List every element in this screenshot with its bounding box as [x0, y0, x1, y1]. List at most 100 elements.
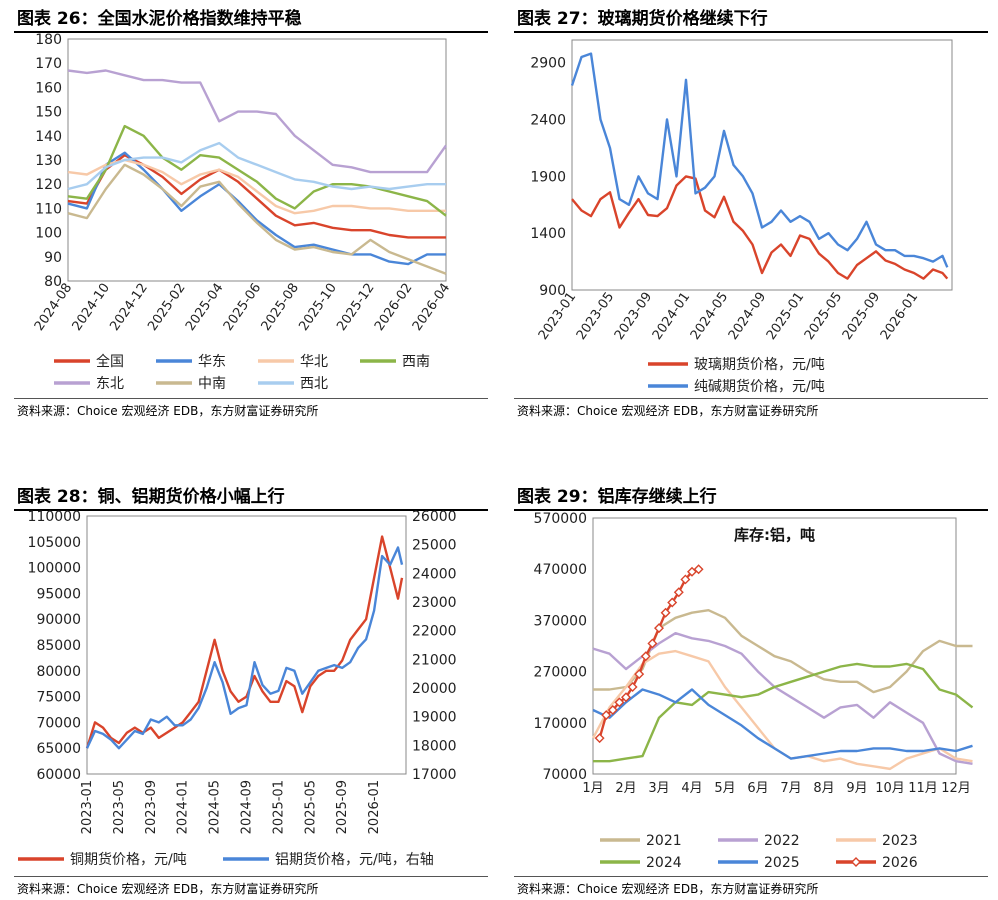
chart-panel-27: 图表 27：玻璃期货价格继续下行 900 1400 1900 2400 2900 2023… [500, 0, 998, 420]
chart-29: 70000 170000 270000 370000 470000 570000 1月 2月 3… [534, 511, 974, 871]
y-tick-label: 80 [44, 274, 62, 290]
x-tick-label: 2024-09 [240, 780, 255, 834]
plot-frame [592, 517, 957, 775]
chart-title: 图表 28：铜、铝期货价格小幅上行 [17, 487, 285, 507]
y-tick-label: 180 [35, 32, 62, 48]
x-tick-label: 2025-09 [335, 780, 350, 834]
legend-label: 纯碱期货价格，元/吨 [694, 378, 825, 395]
x-tick-label: 2025-04 [183, 281, 226, 334]
y-tick-label: 95000 [36, 586, 81, 602]
legend-label: 2021 [646, 833, 682, 849]
y-tick-label: 100 [35, 226, 62, 242]
legend-label: 西北 [300, 376, 328, 392]
chart-panel-26: 图表 26：全国水泥价格指数维持平稳 80 90 100 110 120 130 140 15… [0, 0, 498, 420]
legend-label: 华北 [300, 354, 328, 370]
x-tick-label: 2023-09 [144, 780, 159, 834]
x-tick-label: 12月 [941, 781, 971, 796]
legend-label: 全国 [96, 353, 124, 370]
y-tick-label: 75000 [36, 690, 81, 706]
y2-tick-label: 25000 [412, 538, 457, 554]
y-tick-label: 100000 [28, 561, 81, 577]
x-tick-label: 2026-01 [367, 780, 382, 834]
x-tick-label: 2024-01 [650, 290, 693, 343]
x-tick-label: 2025-08 [259, 281, 302, 334]
y-tick-label: 150 [35, 105, 62, 121]
series-line-西北 [67, 141, 446, 191]
data-point [647, 638, 658, 649]
series-line-西南 [67, 124, 447, 217]
x-tick-label: 2024-05 [688, 290, 731, 343]
legend-label: 铝期货价格，元/吨，右轴 [275, 851, 434, 868]
x-tick-label: 1月 [582, 781, 603, 796]
y-tick-label: 70000 [36, 715, 81, 731]
title-rule [514, 31, 988, 33]
data-point [614, 697, 625, 708]
legend-label: 2026 [882, 855, 918, 871]
legend-label: 2023 [882, 833, 918, 849]
legend-marker [851, 857, 861, 867]
legend-label: 华东 [198, 354, 226, 370]
x-tick-label: 8月 [813, 781, 834, 796]
data-point [627, 681, 638, 692]
x-tick-label: 2023-01 [80, 780, 95, 834]
y-tick-label: 2400 [530, 113, 566, 129]
source-note: 资料来源：Choice 宏观经济 EDB，东方财富证券研究所 [517, 882, 819, 896]
source-rule [14, 876, 488, 877]
y-tick-label: 85000 [36, 638, 81, 654]
y-tick-label: 1900 [530, 169, 566, 185]
y-tick-label: 270000 [534, 665, 587, 681]
series-line-2022 [592, 631, 973, 765]
y2-tick-label: 21000 [412, 652, 457, 668]
chart-title: 图表 27：玻璃期货价格继续下行 [517, 9, 768, 29]
series-line-玻璃期货价格，元/吨 [571, 175, 949, 280]
source-rule [514, 398, 988, 399]
series-line-纯碱期货价格，元/吨 [570, 52, 949, 268]
y-tick-label: 110 [35, 201, 62, 217]
chart-panel-29: 图表 29：铝库存继续上行 70000 170000 270000 370000 470… [500, 478, 998, 900]
y-tick-label: 1400 [530, 226, 566, 242]
y2-tick-label: 19000 [412, 710, 457, 726]
legend-label: 铜期货价格，元/吨 [70, 851, 187, 868]
x-tick-label: 2024-12 [107, 281, 150, 334]
series-line-铜期货价格，元/吨 [85, 535, 404, 749]
data-point [680, 574, 691, 585]
series-line-2024 [593, 662, 974, 763]
y-tick-label: 140 [35, 129, 62, 145]
plot-frame [86, 515, 407, 775]
data-point [594, 733, 605, 744]
data-point [640, 651, 651, 662]
chart-26: 80901001101201301401501601701802024-0820… [32, 32, 453, 392]
x-tick-label: 2025-05 [802, 290, 845, 343]
x-tick-label: 2023-05 [574, 290, 617, 343]
legend-label: 2022 [764, 833, 800, 849]
chart-panel-28: 图表 28：铜、铝期货价格小幅上行 60000 65000 70000 75000 80… [0, 478, 498, 900]
y2-tick-label: 26000 [412, 509, 457, 525]
legend-label: 2024 [646, 855, 682, 871]
title-rule [14, 509, 488, 511]
source-rule [14, 398, 488, 399]
source-rule [514, 876, 988, 877]
y-tick-label: 60000 [36, 767, 81, 783]
series-line-2025 [592, 688, 973, 760]
x-tick-label: 2025-06 [221, 281, 264, 334]
x-tick-label: 2025-12 [334, 281, 377, 334]
x-tick-label: 2024-10 [70, 281, 113, 334]
source-note: 资料来源：Choice 宏观经济 EDB，东方财富证券研究所 [17, 882, 319, 896]
x-tick-label: 2025-02 [145, 281, 188, 334]
plot-frame [571, 39, 953, 291]
legend-label: 2025 [764, 855, 800, 871]
x-tick-label: 2023-05 [112, 780, 127, 834]
x-tick-label: 2026-01 [878, 290, 921, 343]
data-point [601, 710, 612, 721]
y2-tick-label: 17000 [412, 767, 457, 783]
series-line-华北 [67, 158, 446, 215]
chart-title: 图表 26：全国水泥价格指数维持平稳 [17, 9, 302, 29]
data-point [654, 623, 664, 634]
x-tick-label: 2025-01 [764, 290, 807, 343]
y2-tick-label: 18000 [412, 738, 457, 754]
y-tick-label: 900 [539, 283, 566, 299]
title-rule [514, 509, 988, 511]
chart-28: 60000 65000 70000 75000 80000 85000 90000 95000… [18, 509, 457, 868]
chart-title: 图表 29：铝库存继续上行 [517, 487, 717, 507]
chart-27: 90014001900240029002023-012023-052023-09… [530, 39, 953, 395]
